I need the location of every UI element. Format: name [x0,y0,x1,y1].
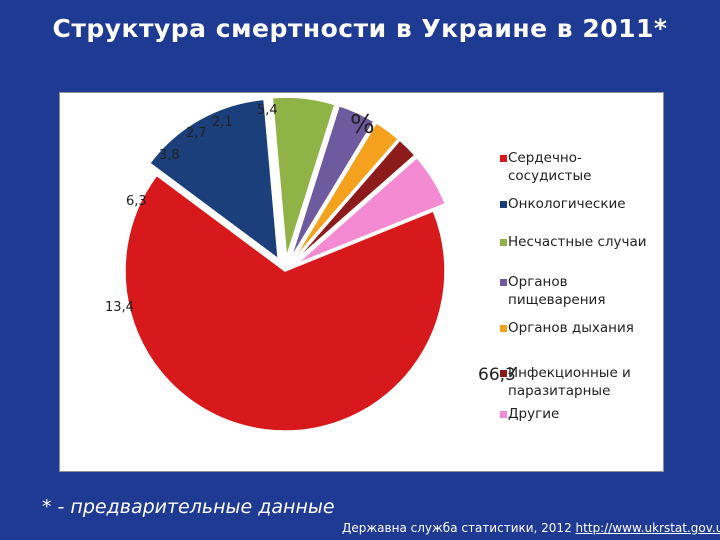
unit-label: % [350,110,375,140]
pie-slice-несчастные-случаи [271,96,336,258]
source-link[interactable]: http://www.ukrstat.gov.ua/ [575,521,720,535]
data-label: 2,7 [186,126,207,141]
legend-label: Другие [508,406,560,422]
legend-label: Сердечно- [508,150,582,166]
slide-title: Структура смертности в Украине в 2011* [52,14,668,43]
legend-swatch [500,239,507,246]
legend-item-инфекционные-и-паразитарные: Инфекционные и паразитарные [500,364,658,400]
data-label: 2,1 [212,115,233,130]
pie-slice-другие [296,156,447,265]
data-label: 6,3 [126,194,147,209]
source-line: Державна служба статистики, 2012 http://… [342,521,720,535]
legend-label: Органов дыхания [508,320,634,336]
legend-item-онкологические: Онкологические [500,195,658,213]
data-label: 5,4 [257,103,278,118]
legend-swatch [500,325,507,332]
legend-item-органов-пищеварения: Органов пищеварения [500,273,658,309]
legend-swatch [500,279,507,286]
legend-label: сосудистые [508,168,592,184]
legend-swatch [500,201,507,208]
legend-label: Инфекционные и [508,365,631,381]
legend-item-другие: Другие [500,405,658,423]
pie-slice-органов-дыхания [292,121,400,261]
data-label: 13,4 [105,300,134,315]
legend-label: паразитарные [508,383,611,399]
data-label: 3,8 [159,148,180,163]
chart-panel: 66,3 13,4 6,3 3,8 2,7 2,1 5,4% Сердечно-сосуди… [59,92,664,472]
pie-slice-органов-пищеварения [290,104,375,259]
legend-label: Онкологические [508,196,626,212]
legend-swatch [500,411,507,418]
legend-item-органов-дыхания: Органов дыхания [500,319,658,337]
pie-slice-онкологические [148,98,280,261]
legend-item-несчастные-случаи: Несчастные случаи [500,233,658,251]
legend-label: Несчастные случаи [508,234,647,250]
pie-slice-сердечно-сосудистые [124,174,446,432]
legend-label: пищеварения [508,292,606,308]
legend-swatch [500,155,507,162]
legend-item-сердечно-сосудистые: Сердечно-сосудистые [500,149,658,185]
source-text: Державна служба статистики, 2012 [342,521,572,535]
pie-slice-инфекционные-и-паразитарные [294,139,416,262]
legend-swatch [500,370,507,377]
legend-label: Органов [508,274,568,290]
footnote: * - предварительные данные [42,496,335,518]
pie-chart: 66,313,46,33,82,72,15,4% [105,96,516,432]
